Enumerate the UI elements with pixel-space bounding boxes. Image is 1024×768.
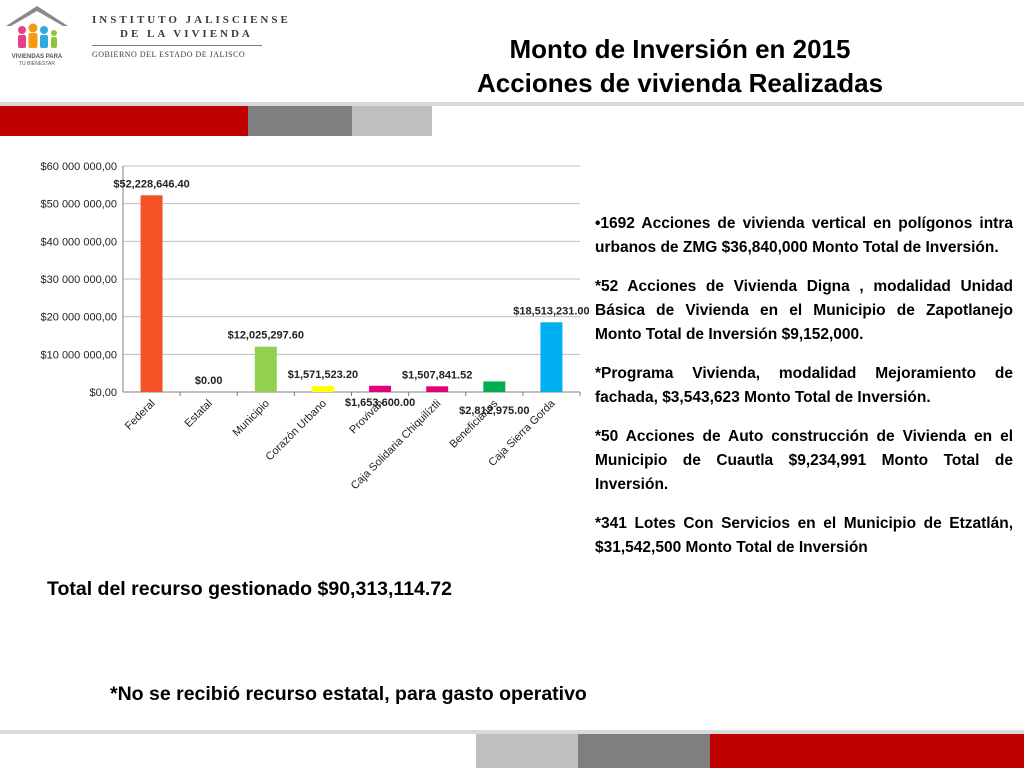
- ijv-logo: VIVIENDAS PARA TU BIENESTAR: [0, 0, 75, 72]
- action-item: *341 Lotes Con Servicios en el Municipio…: [595, 515, 1013, 556]
- logo-text-1: VIVIENDAS PARA: [12, 54, 63, 60]
- organization-name: INSTITUTO JALISCIENSE DE LA VIVIENDA GOB…: [92, 14, 291, 59]
- org-line-2: DE LA VIVIENDA: [120, 28, 253, 40]
- title-line-1: Monto de Inversión en 2015: [509, 34, 851, 64]
- bar-3: [254, 346, 277, 392]
- org-line-3: GOBIERNO DEL ESTADO DE JALISCO: [92, 50, 246, 59]
- bar-4: [311, 386, 334, 392]
- action-item: *50 Acciones de Auto construcción de Viv…: [595, 428, 1013, 493]
- bar-1: [140, 195, 163, 392]
- data-label: $0.00: [195, 375, 223, 387]
- logo-text-2: TU BIENESTAR: [19, 61, 55, 67]
- y-tick-label: $40 000 000,00: [41, 236, 117, 248]
- data-label: $1,507,841.52: [402, 369, 472, 381]
- bottom-decorative-band: [0, 730, 1024, 768]
- data-label: $2,812,975.00: [459, 405, 529, 417]
- data-label: $18,513,231.00: [513, 305, 589, 317]
- bar-6: [426, 386, 449, 392]
- category-label: Estatal: [183, 398, 215, 430]
- bar-8: [540, 322, 563, 392]
- footnote: *No se recibió recurso estatal, para gas…: [110, 683, 587, 705]
- data-label: $12,025,297.60: [228, 330, 304, 342]
- slide-title: Monto de Inversión en 2015 Acciones de v…: [440, 32, 920, 100]
- category-label: Municipio: [231, 398, 272, 439]
- data-label: $1,571,523.20: [288, 369, 358, 381]
- action-item: *Programa Vivienda, modalidad Mejoramien…: [595, 365, 1013, 406]
- y-tick-label: $10 000 000,00: [41, 349, 117, 361]
- y-tick-label: $20 000 000,00: [41, 312, 117, 324]
- y-tick-label: $30 000 000,00: [41, 274, 117, 286]
- bar-7: [483, 381, 506, 392]
- org-divider: [92, 45, 262, 46]
- data-label: $1,653,600.00: [345, 397, 415, 409]
- actions-list: •1692 Acciones de vivienda vertical en p…: [595, 212, 1013, 575]
- top-decorative-band: [0, 102, 1024, 136]
- title-line-2: Acciones de vivienda Realizadas: [476, 68, 884, 98]
- investment-bar-chart: $0,00 $10 000 000,00 $20 000 000,00 $30 000…: [40, 150, 620, 530]
- action-item: •1692 Acciones de vivienda vertical en p…: [595, 215, 1013, 256]
- bar-5: [369, 385, 392, 392]
- y-tick-label: $60 000 000,00: [41, 161, 117, 173]
- category-label: Corazón Urbano: [263, 398, 329, 464]
- category-label: Federal: [123, 398, 158, 433]
- org-line-1: INSTITUTO JALISCIENSE: [92, 14, 291, 26]
- action-item: *52 Acciones de Vivienda Digna , modalid…: [595, 278, 1013, 343]
- y-tick-label: $0,00: [89, 387, 117, 399]
- data-label: $52,228,646.40: [113, 178, 189, 190]
- total-amount: Total del recurso gestionado $90,313,114…: [47, 578, 452, 600]
- y-tick-label: $50 000 000,00: [41, 199, 117, 211]
